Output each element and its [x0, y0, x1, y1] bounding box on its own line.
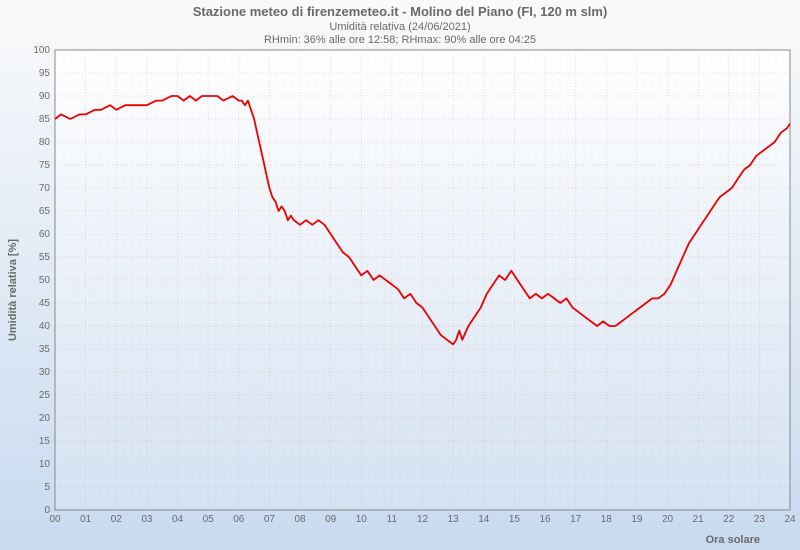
ytick-label: 65 [39, 206, 51, 217]
ytick-label: 50 [39, 275, 51, 286]
chart-title: Stazione meteo di firenzemeteo.it - Moli… [193, 4, 608, 19]
xtick-label: 16 [539, 514, 551, 525]
ytick-label: 80 [39, 137, 51, 148]
xtick-label: 23 [754, 514, 766, 525]
xtick-label: 08 [294, 514, 306, 525]
xtick-label: 20 [662, 514, 674, 525]
ytick-label: 75 [39, 160, 51, 171]
xtick-label: 21 [693, 514, 705, 525]
chart-subtitle-1: Umidità relativa (24/06/2021) [329, 21, 470, 33]
ytick-label: 5 [44, 482, 50, 493]
xtick-label: 14 [478, 514, 490, 525]
ytick-label: 40 [39, 321, 51, 332]
xtick-label: 02 [111, 514, 123, 525]
xtick-label: 04 [172, 514, 184, 525]
xtick-label: 12 [417, 514, 429, 525]
xtick-label: 19 [631, 514, 643, 525]
xtick-label: 03 [141, 514, 153, 525]
ytick-label: 15 [39, 436, 51, 447]
ytick-label: 10 [39, 459, 51, 470]
ytick-label: 85 [39, 114, 51, 125]
ytick-label: 100 [33, 45, 50, 56]
chart-subtitle-2: RHmin: 36% alle ore 12:58; RHmax: 90% al… [264, 34, 536, 46]
xtick-label: 09 [325, 514, 337, 525]
ytick-label: 70 [39, 183, 51, 194]
ytick-label: 45 [39, 298, 51, 309]
ytick-label: 95 [39, 68, 51, 79]
xtick-label: 22 [723, 514, 735, 525]
ytick-label: 60 [39, 229, 51, 240]
xtick-label: 17 [570, 514, 582, 525]
xtick-label: 00 [49, 514, 61, 525]
ytick-label: 25 [39, 390, 51, 401]
chart-svg: Stazione meteo di firenzemeteo.it - Moli… [0, 0, 800, 550]
xtick-label: 01 [80, 514, 92, 525]
xtick-label: 18 [601, 514, 613, 525]
xtick-label: 15 [509, 514, 521, 525]
xtick-label: 06 [233, 514, 245, 525]
xtick-label: 11 [387, 514, 398, 525]
y-axis-label: Umidità relativa [%] [7, 239, 19, 341]
ytick-label: 55 [39, 252, 51, 263]
xtick-label: 24 [784, 514, 796, 525]
xtick-label: 05 [203, 514, 215, 525]
xtick-label: 10 [356, 514, 368, 525]
ytick-label: 90 [39, 91, 51, 102]
plot-area: 05 10 15 20 25 30 35 40 45 50 55 60 65 70 75 80 85 90 95 10… [33, 45, 796, 525]
xtick-label: 07 [264, 514, 276, 525]
humidity-chart: Stazione meteo di firenzemeteo.it - Moli… [0, 0, 800, 550]
x-axis-label: Ora solare [706, 534, 760, 546]
ytick-label: 30 [39, 367, 51, 378]
ytick-label: 35 [39, 344, 51, 355]
xtick-label: 13 [448, 514, 460, 525]
ytick-label: 20 [39, 413, 51, 424]
